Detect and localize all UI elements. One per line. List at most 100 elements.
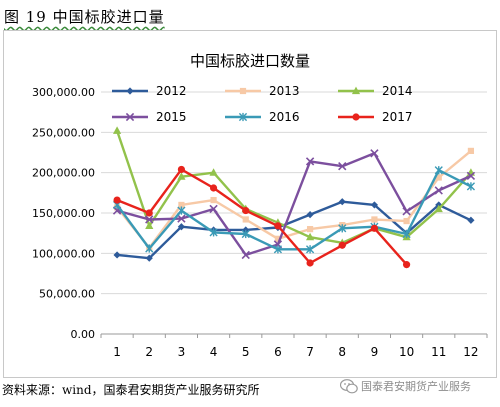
data-point <box>338 241 346 249</box>
y-tick-label: 100,000.00 <box>32 247 95 260</box>
data-point <box>177 223 186 231</box>
marker-stroke <box>402 207 411 216</box>
marker-stroke <box>466 171 476 181</box>
y-tick-label: 300,000.00 <box>32 86 95 99</box>
data-point <box>145 244 154 253</box>
y-tick-label: 200,000.00 <box>32 167 95 180</box>
data-point <box>177 165 186 174</box>
data-point <box>466 171 476 181</box>
data-point <box>305 157 315 166</box>
legend-item-2017: 2017 <box>338 110 413 124</box>
legend-marker <box>352 113 360 121</box>
x-tick-label: 5 <box>242 345 250 359</box>
data-point <box>370 149 379 158</box>
legend-label: 2017 <box>382 110 413 124</box>
data-point <box>210 196 217 204</box>
data-point <box>338 224 347 233</box>
legend-marker <box>126 87 134 95</box>
legend-label: 2013 <box>269 84 300 98</box>
legend-item-2012: 2012 <box>112 84 187 98</box>
marker-stroke <box>370 149 379 158</box>
marker-stroke <box>241 250 250 260</box>
marker-stroke <box>338 162 347 171</box>
chart-frame: 中国标胶进口数量 0.00 50,000.00 100,000.00 150,000.… <box>3 30 497 378</box>
x-tick-label: 12 <box>463 345 478 359</box>
marker-stroke <box>305 157 315 166</box>
data-point <box>177 172 186 180</box>
data-point <box>371 216 378 223</box>
legend-label: 2012 <box>156 84 187 98</box>
data-point <box>145 209 153 217</box>
legend-label: 2016 <box>269 110 300 124</box>
data-point <box>402 261 411 269</box>
data-point <box>241 250 250 260</box>
x-tick-label: 11 <box>431 345 446 359</box>
axes: 0.00 50,000.00 100,000.00 150,000.00 200,000… <box>32 86 488 359</box>
data-point <box>338 198 346 206</box>
y-tick-label: 50,000.00 <box>39 288 95 301</box>
legend-marker <box>239 87 247 95</box>
data-point <box>274 235 282 242</box>
series-2016 <box>112 166 476 254</box>
data-point <box>113 196 121 204</box>
data-point <box>242 216 249 223</box>
legend-item-2015: 2015 <box>112 110 187 124</box>
wechat-icon <box>340 378 358 393</box>
legend-item-2016: 2016 <box>225 110 300 124</box>
data-point <box>467 216 475 224</box>
data-point <box>209 204 218 214</box>
data-point <box>145 215 154 224</box>
data-point <box>274 222 282 230</box>
marker-stroke <box>209 204 218 214</box>
watermark-text: 国泰君安期货产业服务 <box>361 380 471 393</box>
legend-marker <box>351 86 361 95</box>
x-tick-label: 1 <box>113 345 121 359</box>
y-tick-label: 0.00 <box>71 328 96 341</box>
data-point <box>435 174 442 181</box>
data-point <box>402 229 411 239</box>
watermark: 国泰君安期货产业服务 <box>340 378 471 394</box>
x-tick-label: 7 <box>306 345 314 359</box>
legend-label: 2014 <box>382 84 413 98</box>
marker-stroke <box>145 215 154 224</box>
legend: 2012 2013 2014 2015 2016 2017 <box>112 84 413 124</box>
series-line <box>115 130 472 244</box>
legend-label: 2015 <box>156 110 187 124</box>
data-point <box>241 229 250 239</box>
series-line <box>116 152 472 257</box>
data-point <box>403 217 410 225</box>
data-point <box>306 211 314 219</box>
data-point <box>242 206 250 215</box>
data-point <box>434 166 443 175</box>
gridlines <box>101 91 487 295</box>
legend-item-2014: 2014 <box>338 84 413 98</box>
data-point <box>466 182 476 191</box>
legend-marker <box>238 112 248 122</box>
chart-title: 中国标胶进口数量 <box>190 52 310 70</box>
data-point <box>370 224 379 232</box>
data-point <box>209 228 218 237</box>
source-note: 资料来源：wind，国泰君安期货产业服务研究所 <box>2 383 260 397</box>
data-point <box>209 184 218 192</box>
x-tick-label: 2 <box>145 345 153 359</box>
data-point <box>209 168 218 176</box>
data-point <box>306 259 314 267</box>
data-point <box>273 245 283 254</box>
data-point <box>370 201 379 209</box>
marker-stroke <box>177 214 186 223</box>
x-tick-label: 6 <box>274 345 282 359</box>
legend-item-2013: 2013 <box>225 84 300 98</box>
data-point <box>145 254 153 262</box>
x-tick-label: 8 <box>338 345 346 359</box>
data-point <box>305 232 315 241</box>
data-point <box>306 226 314 233</box>
data-point <box>177 206 186 215</box>
series-line <box>116 149 472 249</box>
data-point <box>178 201 185 209</box>
y-tick-label: 250,000.00 <box>32 126 95 139</box>
x-tick-label: 9 <box>371 345 379 359</box>
data-point <box>305 245 315 254</box>
data-point <box>434 204 443 213</box>
series-lines <box>112 126 476 269</box>
series-2017 <box>113 165 411 269</box>
